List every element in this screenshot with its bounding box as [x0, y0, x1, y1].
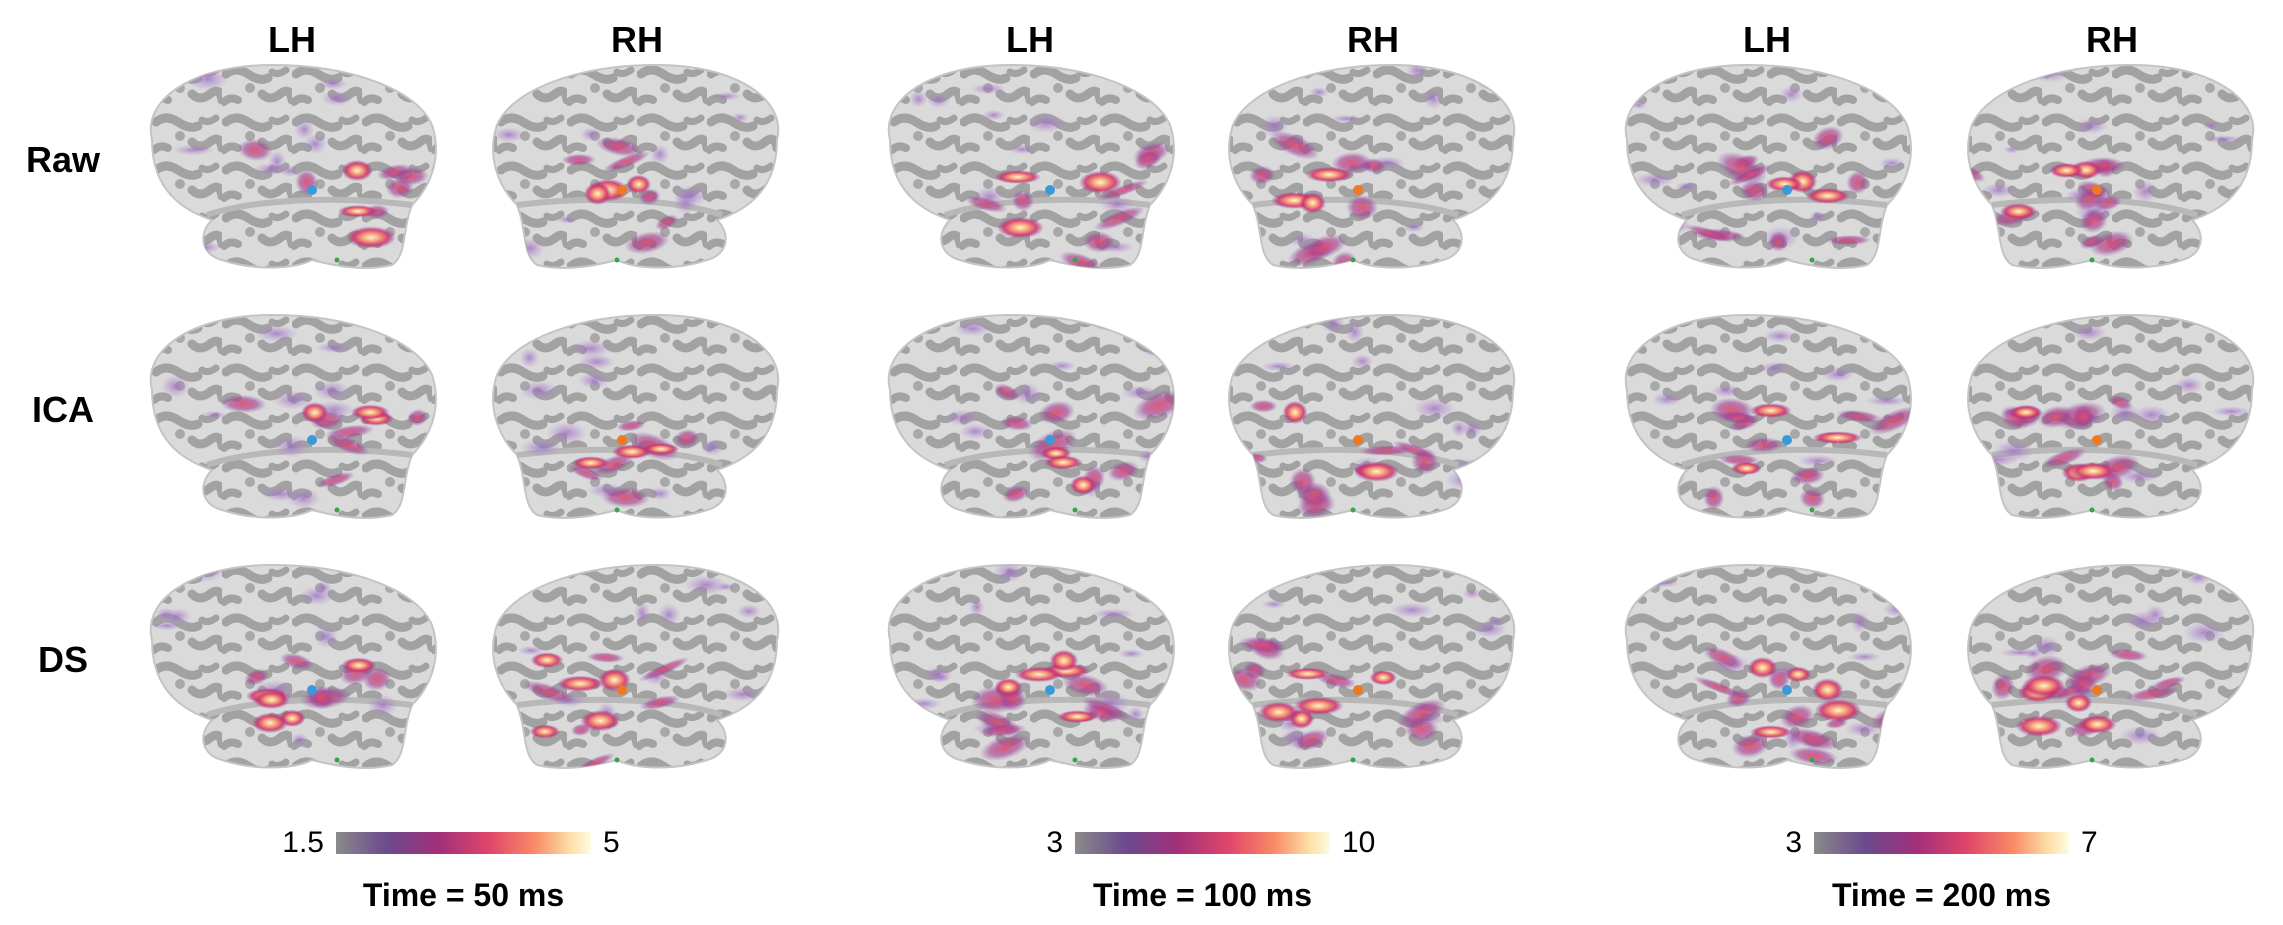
brain-rh-ica-panel-3	[1967, 314, 2255, 519]
colorbar-max-label: 7	[2081, 826, 2098, 859]
brain-lh-ds-panel-1	[149, 564, 437, 769]
colorbar-panel-1: 1.5 5 Time = 50 ms	[282, 826, 619, 913]
seed-marker-lh	[1045, 185, 1055, 195]
time-label: Time = 200 ms	[1832, 877, 2051, 913]
brain-rh-ds-panel-3	[1967, 564, 2255, 769]
colorbar	[1075, 832, 1330, 854]
seed-marker-rh	[617, 685, 627, 695]
brain-lh-ds-panel-3	[1624, 564, 1912, 769]
brain-lh-raw-panel-1	[149, 64, 437, 269]
seed-marker-lh	[1782, 685, 1792, 695]
colorbar-panel-2: 3 10 Time = 100 ms	[1046, 826, 1375, 913]
brain-rh-ds-panel-1	[492, 564, 780, 769]
hemisphere-label-rh: RH	[1347, 19, 1399, 60]
brain-lh-ds-panel-2	[887, 564, 1175, 769]
seed-marker-rh	[2092, 435, 2102, 445]
brain-rh-raw-panel-2	[1228, 64, 1516, 269]
brain-rh-raw-panel-3	[1967, 64, 2255, 269]
colorbar-panel-3: 3 7 Time = 200 ms	[1785, 826, 2097, 913]
brain-lh-ica-panel-2	[887, 314, 1175, 519]
brain-rh-ica-panel-2	[1228, 314, 1516, 519]
seed-marker-lh	[307, 435, 317, 445]
brain-rh-ds-panel-2	[1228, 564, 1516, 769]
colorbar-max-label: 10	[1342, 826, 1375, 859]
brain-lh-ica-panel-3	[1624, 314, 1912, 519]
hemisphere-label-lh: LH	[1006, 19, 1054, 60]
brain-lh-ica-panel-1	[149, 314, 437, 519]
seed-marker-rh	[617, 435, 627, 445]
hemisphere-label-lh: LH	[268, 19, 316, 60]
colorbar-min-label: 3	[1046, 826, 1063, 859]
seed-marker-rh	[1353, 185, 1363, 195]
seed-marker-rh	[617, 185, 627, 195]
time-label: Time = 50 ms	[363, 877, 564, 913]
colorbar-min-label: 1.5	[282, 826, 324, 859]
row-labels: Raw ICA DS	[26, 139, 101, 680]
seed-marker-lh	[1045, 685, 1055, 695]
row-label-ica: ICA	[32, 389, 94, 430]
seed-marker-rh	[1353, 435, 1363, 445]
row-label-raw: Raw	[26, 139, 101, 180]
brain-rh-ica-panel-1	[492, 314, 780, 519]
brain-grid	[149, 64, 2255, 769]
seed-marker-lh	[1045, 435, 1055, 445]
seed-marker-rh	[1353, 685, 1363, 695]
hemisphere-label-rh: RH	[2086, 19, 2138, 60]
brain-rh-raw-panel-1	[492, 64, 780, 269]
row-label-ds: DS	[38, 639, 88, 680]
seed-marker-lh	[1782, 185, 1792, 195]
seed-marker-lh	[1782, 435, 1792, 445]
colorbar-max-label: 5	[603, 826, 620, 859]
seed-marker-lh	[307, 185, 317, 195]
colorbar	[1814, 832, 2069, 854]
hemisphere-label-rh: RH	[611, 19, 663, 60]
colorbar-min-label: 3	[1785, 826, 1802, 859]
brain-lh-raw-panel-2	[887, 64, 1175, 269]
hemisphere-headers: LH RH LH RH LH RH	[268, 19, 2138, 60]
seed-marker-rh	[2092, 185, 2102, 195]
colorbar	[336, 832, 591, 854]
colorbars: 1.5 5 Time = 50 ms 3 10 Time = 100 ms 3 7 Time =…	[282, 826, 2097, 913]
seed-marker-lh	[307, 685, 317, 695]
hemisphere-label-lh: LH	[1743, 19, 1791, 60]
seed-marker-rh	[2092, 685, 2102, 695]
brain-lh-raw-panel-3	[1624, 64, 1912, 269]
time-label: Time = 100 ms	[1093, 877, 1312, 913]
